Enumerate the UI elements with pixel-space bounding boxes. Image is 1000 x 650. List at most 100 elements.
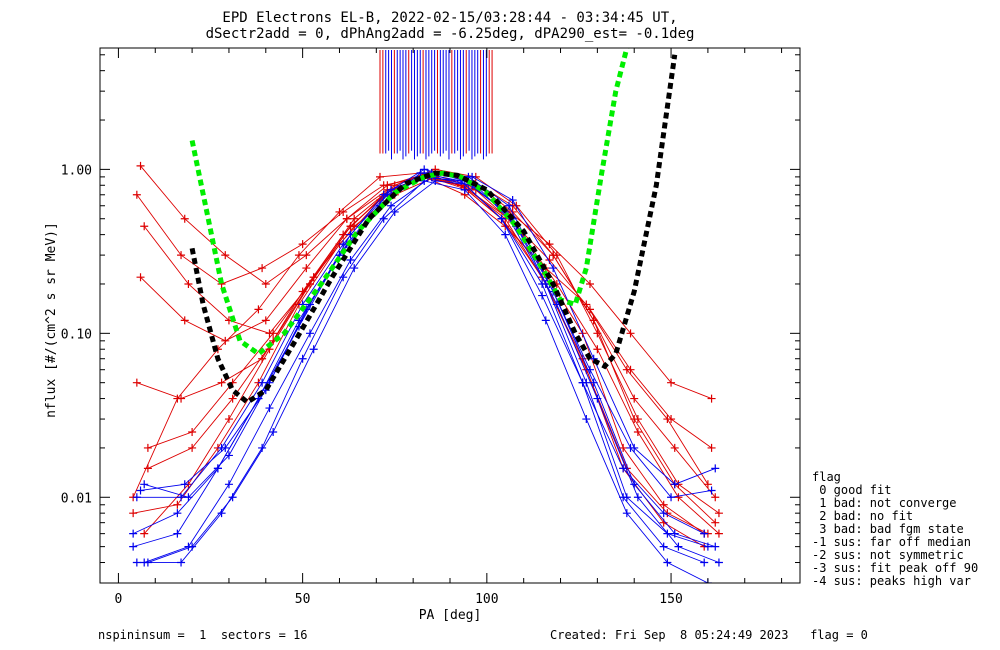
series-point-marker (420, 165, 429, 174)
series-point-marker (674, 493, 683, 502)
series-point-marker (309, 273, 318, 282)
series-point-marker (700, 529, 709, 538)
series-point-marker (184, 279, 193, 288)
series-point-marker (309, 345, 318, 354)
legend-item: -4 sus: peaks high var (812, 574, 971, 588)
series-point-marker (674, 542, 683, 551)
series-point-marker (711, 518, 720, 527)
series-point-marker (707, 394, 716, 403)
series-point-marker (630, 480, 639, 489)
x-axis-label: PA [deg] (419, 608, 482, 623)
series-point-marker (593, 394, 602, 403)
data-series-layer (129, 161, 723, 583)
plot-frame (99, 47, 801, 584)
fit-curves-layer (189, 48, 678, 406)
series-point-marker (132, 190, 141, 199)
series-point-marker (549, 264, 558, 273)
x-tick-label: 50 (295, 592, 311, 607)
series-point-marker (619, 443, 628, 452)
series-point-marker (143, 443, 152, 452)
series-point-marker (508, 196, 517, 205)
series-point-marker (707, 486, 716, 495)
series-point-marker (177, 394, 186, 403)
series-point-marker (622, 493, 631, 502)
series-point-marker (302, 264, 311, 273)
legend-title: flag (812, 470, 841, 484)
flag-legend: flag 0 good fit 1 bad: not converge 2 ba… (812, 470, 978, 588)
series-point-marker (670, 480, 679, 489)
series-point-marker (619, 464, 628, 473)
series-point-marker (630, 394, 639, 403)
footer-created-info: Created: Fri Sep 8 05:24:49 2023 flag = … (550, 628, 868, 642)
series-point-marker (177, 558, 186, 567)
series-point-marker (294, 251, 303, 260)
series-point-marker (342, 214, 351, 223)
legend-item: -2 sus: not symmetric (812, 548, 964, 562)
series-point-marker (630, 443, 639, 452)
series-line (143, 172, 716, 534)
series-point-marker (714, 529, 723, 538)
series-point-marker (670, 443, 679, 452)
series-point-marker (224, 480, 233, 489)
series-point-marker (586, 305, 594, 314)
series-point-marker (180, 214, 189, 223)
series-point-marker (468, 172, 477, 181)
footer-left-info: nspininsum = 1 sectors = 16 (98, 628, 308, 642)
series-point-marker (541, 316, 550, 325)
series-point-marker (626, 365, 635, 374)
series-point-marker (132, 378, 141, 387)
series-point-marker (173, 529, 182, 538)
y-tick-label: 0.01 (61, 491, 92, 506)
legend-item: 3 bad: bad fgm state (812, 522, 964, 536)
series-point-marker (265, 329, 274, 338)
series-point-marker (714, 558, 723, 567)
series-point-marker (258, 378, 267, 387)
series-point-marker (504, 201, 513, 210)
series-point-marker (217, 509, 226, 518)
legend-item: 1 bad: not converge (812, 496, 957, 510)
series-point-marker (659, 542, 668, 551)
series-point-marker (578, 378, 587, 387)
series-point-marker (659, 509, 668, 518)
series-point-marker (350, 264, 359, 273)
series-point-marker (143, 464, 152, 473)
series-line (133, 176, 705, 548)
series-point-marker (339, 273, 348, 282)
series-point-marker (387, 201, 396, 210)
series-point-marker (129, 542, 138, 551)
series-point-marker (633, 428, 642, 437)
series-point-marker (552, 251, 561, 260)
series-point-marker (622, 509, 631, 518)
series-point-marker (132, 493, 141, 502)
series-point-marker (700, 558, 709, 567)
series-point-marker (173, 509, 182, 518)
series-point-marker (582, 415, 591, 424)
series-point-marker (626, 329, 635, 338)
series-point-marker (497, 214, 506, 223)
series-point-marker (346, 256, 355, 265)
series-point-marker (538, 291, 547, 300)
series-line (132, 172, 705, 535)
series-point-marker (703, 480, 712, 489)
series-point-marker (129, 529, 138, 538)
series-point-marker (213, 464, 222, 473)
series-point-marker (140, 529, 149, 538)
series-point-marker (129, 509, 138, 518)
series-point-marker (667, 415, 676, 424)
series-point-marker (258, 443, 267, 452)
series-point-marker (714, 509, 723, 518)
series-point-marker (140, 480, 149, 489)
series-point-marker (173, 500, 182, 509)
chart-title-line2: dSectr2add = 0, dPhAng2add = -6.25deg, d… (206, 26, 695, 42)
series-point-marker (593, 345, 602, 354)
series-point-marker (180, 316, 189, 325)
series-point-marker (711, 493, 720, 502)
series-point-marker (501, 230, 510, 239)
series-point-marker (136, 486, 145, 495)
series-point-marker (460, 185, 469, 194)
series-point-marker (667, 378, 676, 387)
series-point-marker (339, 207, 348, 216)
series-line (140, 172, 712, 498)
series-point-marker (663, 558, 672, 567)
